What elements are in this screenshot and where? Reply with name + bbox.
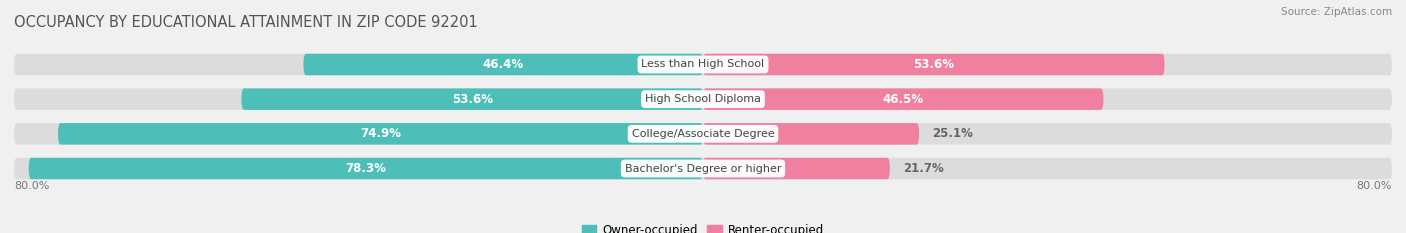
FancyBboxPatch shape xyxy=(703,88,1104,110)
FancyBboxPatch shape xyxy=(14,158,1392,179)
Text: 53.6%: 53.6% xyxy=(451,93,492,106)
Text: 46.5%: 46.5% xyxy=(883,93,924,106)
FancyBboxPatch shape xyxy=(304,54,703,75)
Text: 25.1%: 25.1% xyxy=(932,127,973,140)
Text: 46.4%: 46.4% xyxy=(482,58,524,71)
FancyBboxPatch shape xyxy=(14,88,1392,110)
Text: Less than High School: Less than High School xyxy=(641,59,765,69)
Text: College/Associate Degree: College/Associate Degree xyxy=(631,129,775,139)
Text: 53.6%: 53.6% xyxy=(914,58,955,71)
Text: 78.3%: 78.3% xyxy=(346,162,387,175)
FancyBboxPatch shape xyxy=(14,54,1392,75)
FancyBboxPatch shape xyxy=(703,123,920,145)
Text: 21.7%: 21.7% xyxy=(903,162,943,175)
FancyBboxPatch shape xyxy=(58,123,703,145)
Text: Source: ZipAtlas.com: Source: ZipAtlas.com xyxy=(1281,7,1392,17)
FancyBboxPatch shape xyxy=(28,158,703,179)
Text: 80.0%: 80.0% xyxy=(14,181,49,191)
FancyBboxPatch shape xyxy=(703,158,890,179)
Text: 80.0%: 80.0% xyxy=(1357,181,1392,191)
FancyBboxPatch shape xyxy=(14,123,1392,145)
Text: OCCUPANCY BY EDUCATIONAL ATTAINMENT IN ZIP CODE 92201: OCCUPANCY BY EDUCATIONAL ATTAINMENT IN Z… xyxy=(14,15,478,30)
Text: High School Diploma: High School Diploma xyxy=(645,94,761,104)
Text: Bachelor's Degree or higher: Bachelor's Degree or higher xyxy=(624,164,782,174)
Legend: Owner-occupied, Renter-occupied: Owner-occupied, Renter-occupied xyxy=(578,219,828,233)
FancyBboxPatch shape xyxy=(703,54,1164,75)
FancyBboxPatch shape xyxy=(242,88,703,110)
Text: 74.9%: 74.9% xyxy=(360,127,401,140)
